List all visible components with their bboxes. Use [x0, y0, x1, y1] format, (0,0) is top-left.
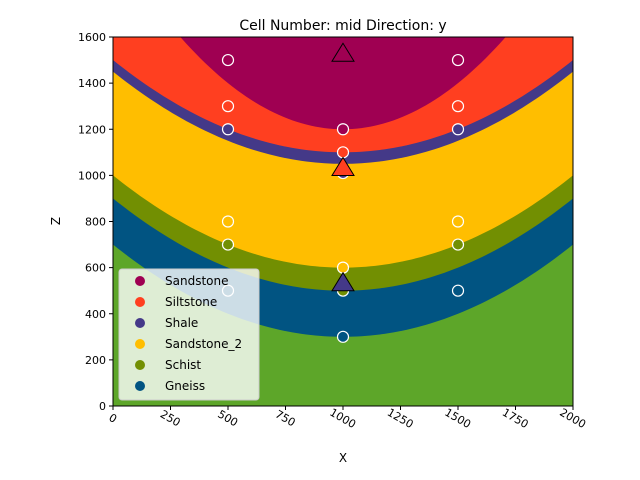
y-tick-label: 600	[85, 262, 106, 275]
chart-title: Cell Number: mid Direction: y	[239, 18, 446, 34]
orientation-marker	[331, 42, 355, 62]
surface-point	[336, 146, 350, 159]
surface-point	[336, 261, 350, 274]
surface-point	[451, 53, 465, 67]
y-tick-label: 1200	[78, 123, 106, 136]
orientation-markers	[331, 42, 355, 292]
legend-label: Schist	[165, 358, 201, 372]
surface-point	[221, 100, 235, 113]
surface-point	[221, 215, 235, 228]
layer-sandstone	[180, 37, 506, 130]
y-axis-label: Z	[49, 217, 63, 225]
surface-point	[221, 123, 235, 136]
legend-marker	[135, 318, 145, 328]
surface-point	[451, 215, 465, 228]
legend-marker	[135, 297, 145, 307]
legend-marker	[135, 276, 145, 286]
legend-label: Sandstone	[165, 274, 228, 288]
x-tick-label: 0	[106, 411, 119, 426]
y-tick-label: 800	[85, 216, 106, 229]
legend-label: Shale	[165, 316, 198, 330]
y-tick-label: 400	[85, 308, 106, 321]
orientation-marker	[331, 156, 355, 176]
y-tick-label: 1600	[78, 31, 106, 44]
surface-point	[451, 123, 465, 136]
surface-point	[451, 284, 465, 297]
surface-point	[336, 123, 350, 136]
surface-point	[451, 238, 465, 251]
surface-point	[451, 100, 465, 113]
legend-marker	[135, 360, 145, 370]
legend: Sandstone Siltstone Shale Sandstone_2 Schist…	[118, 268, 260, 401]
legend-label: Siltstone	[165, 295, 217, 309]
x-tick-label: 250	[158, 408, 183, 430]
legend-label: Sandstone_2	[165, 337, 242, 351]
legend-marker	[135, 339, 145, 349]
surface-point	[336, 330, 350, 343]
legend-frame	[118, 268, 260, 401]
x-tick-label: 750	[273, 408, 298, 430]
x-tick-label: 500	[215, 408, 240, 430]
legend-marker	[135, 381, 145, 391]
y-tick-label: 0	[99, 400, 106, 413]
surface-point	[221, 238, 235, 251]
y-tick-label: 1000	[78, 169, 106, 182]
y-tick-label: 1400	[78, 77, 106, 90]
x-axis-label: X	[339, 451, 347, 465]
orientation-marker	[331, 271, 355, 292]
x-axis-ticks: 0 250 500 750 1000 1250 1500 1750 2000	[106, 406, 588, 431]
legend-label: Gneiss	[165, 379, 205, 393]
surface-point	[221, 53, 235, 67]
y-axis-ticks: 0 200 400 600 800 1000 1200 1400 1600	[78, 31, 113, 413]
y-tick-label: 200	[85, 354, 106, 367]
